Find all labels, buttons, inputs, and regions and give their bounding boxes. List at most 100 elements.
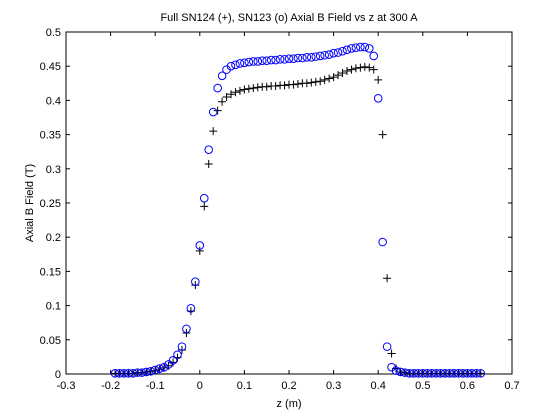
data-point-circle [284, 54, 294, 63]
data-point-plus [128, 369, 137, 378]
x-tick-label: 0.4 [371, 380, 386, 392]
data-point-plus [387, 349, 396, 358]
data-point-circle [275, 55, 285, 64]
y-tick-label: 0.05 [40, 335, 61, 347]
data-point-plus [169, 358, 178, 367]
data-point-plus [209, 127, 218, 136]
data-point-circle [364, 44, 374, 53]
data-point-circle [405, 369, 414, 378]
data-point-circle [204, 145, 214, 154]
data-point-circle [342, 45, 352, 55]
data-point-plus [476, 369, 485, 378]
x-axis-title: z (m) [276, 398, 301, 410]
x-tick-label: 0.3 [326, 380, 341, 392]
x-tick-label: 0.2 [281, 380, 296, 392]
y-tick-label: 0 [55, 369, 61, 381]
data-point-plus [253, 83, 262, 92]
data-point-circle [440, 369, 450, 378]
data-point-circle [128, 369, 138, 378]
x-tick-label: -0.2 [101, 380, 120, 392]
data-point-circle [472, 369, 481, 378]
y-tick-label: 0.45 [40, 61, 61, 73]
data-point-plus [204, 160, 213, 169]
data-point-plus [146, 367, 155, 376]
data-point-circle [431, 369, 441, 378]
data-point-plus [271, 82, 280, 91]
data-point-circle [124, 369, 133, 378]
data-point-circle [436, 369, 445, 378]
data-point-circle [382, 342, 392, 351]
data-point-plus [137, 368, 146, 377]
data-point-circle [253, 57, 263, 66]
data-point-circle [257, 56, 267, 66]
data-point-circle [289, 54, 298, 63]
data-point-circle [115, 369, 124, 378]
data-point-plus [200, 202, 209, 211]
data-point-circle [409, 369, 419, 378]
data-point-circle [324, 50, 334, 59]
x-tick-label: 0.1 [237, 380, 252, 392]
data-point-plus [338, 69, 347, 78]
data-point-plus [325, 74, 334, 83]
data-point-plus [213, 106, 222, 115]
data-point-circle [168, 356, 178, 365]
data-point-plus [249, 84, 258, 93]
y-tick-label: 0.35 [40, 130, 61, 142]
data-point-plus [307, 78, 316, 87]
data-point-plus [262, 82, 271, 91]
data-point-plus [334, 71, 343, 80]
data-point-plus [400, 368, 409, 377]
data-point-plus [222, 92, 231, 101]
data-point-circle [213, 83, 222, 93]
data-point-circle [266, 55, 276, 65]
data-point-circle [360, 42, 370, 52]
data-point-plus [351, 64, 360, 73]
data-point-plus [240, 85, 249, 94]
data-point-plus [280, 81, 289, 90]
data-point-circle [146, 366, 156, 376]
data-point-circle [307, 53, 316, 62]
data-point-circle [378, 237, 387, 247]
data-point-plus [142, 367, 151, 376]
series-sn123-circle [110, 42, 486, 378]
data-point-plus [195, 246, 204, 255]
data-point-circle [315, 51, 325, 61]
data-point-plus [316, 77, 325, 86]
data-point-circle [119, 369, 129, 378]
data-point-circle [159, 362, 169, 372]
y-tick-label: 0.2 [46, 232, 61, 244]
data-point-circle [271, 55, 280, 65]
data-point-plus [347, 65, 356, 74]
data-point-plus [374, 75, 383, 84]
data-point-circle [141, 367, 151, 377]
data-point-plus [383, 274, 392, 283]
plot-frame [65, 31, 513, 375]
data-point-circle [351, 43, 361, 53]
data-point-circle [235, 59, 245, 68]
x-tick-label: 0 [197, 380, 203, 392]
data-point-circle [280, 55, 289, 64]
data-point-circle [333, 48, 343, 57]
data-point-circle [427, 369, 437, 378]
data-point-plus [396, 367, 405, 376]
x-tick-label: 0.7 [504, 380, 519, 392]
series-sn124-plus [111, 62, 485, 378]
data-point-plus [231, 88, 240, 97]
ticks-layer: -0.3 -0.2 -0.1 0 0.1 0.2 0.3 0.4 0.5 0.6 0.7 0 0.05 0… [40, 27, 520, 392]
data-point-circle [182, 324, 191, 334]
data-point-plus [365, 63, 374, 72]
y-tick-label: 0.5 [46, 27, 61, 39]
data-point-circle [231, 60, 240, 70]
data-point-circle [191, 277, 200, 286]
data-point-circle [369, 51, 379, 61]
data-point-circle [302, 53, 312, 62]
data-point-circle [173, 350, 182, 360]
x-tick-label: -0.3 [57, 380, 76, 392]
data-point-circle [186, 304, 196, 313]
data-point-circle [329, 48, 338, 58]
data-point-circle [208, 107, 218, 117]
data-point-circle [347, 44, 356, 53]
y-tick-label: 0.4 [46, 95, 61, 107]
data-point-circle [155, 364, 164, 373]
